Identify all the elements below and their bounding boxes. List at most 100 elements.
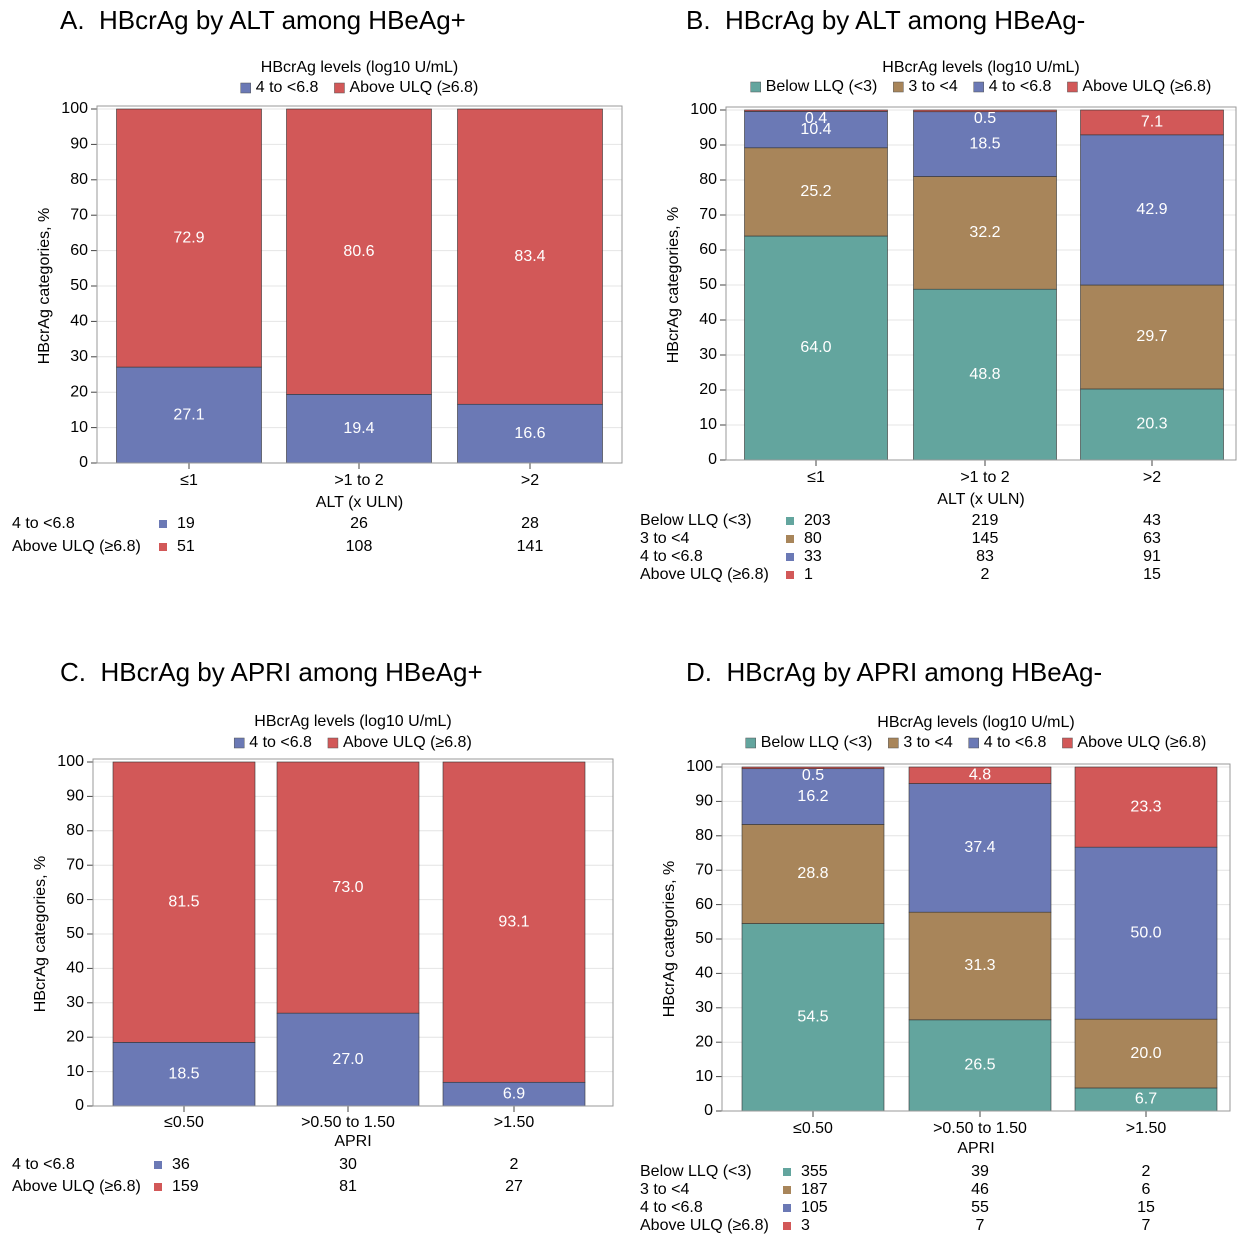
legend-label: 4 to <6.8: [249, 734, 312, 751]
bar-segment: [286, 108, 432, 395]
y-axis-label: HBcrAg categories, %: [665, 207, 682, 364]
y-axis-label: HBcrAg categories, %: [32, 856, 49, 1013]
value-label: 6.9: [503, 1085, 525, 1102]
bar-segment: [913, 288, 1057, 461]
table-row-label: 3 to <4: [640, 1181, 689, 1198]
value-label: 10.4: [800, 121, 831, 138]
legend-title: HBcrAg levels (log10 U/mL): [254, 713, 451, 730]
bar-segment: [112, 1042, 256, 1107]
value-label: 81.5: [168, 893, 199, 910]
table-swatch: [786, 553, 794, 561]
legend-swatch: [240, 82, 251, 94]
bar-segment: [908, 911, 1052, 1021]
y-tick-label: 80: [695, 827, 713, 844]
value-label: 31.3: [964, 957, 995, 974]
table-row-label: Above ULQ (≥6.8): [640, 1217, 769, 1234]
bar-segment: [913, 109, 1057, 113]
table-swatch: [154, 1161, 162, 1169]
bar-segment: [741, 766, 885, 770]
chart-title: D. HBcrAg by APRI among HBeAg-: [686, 657, 1102, 687]
y-tick-label: 30: [66, 994, 84, 1011]
y-tick-label: 60: [66, 891, 84, 908]
table-count: 80: [804, 530, 822, 547]
plot-frame: [725, 106, 1237, 461]
table-swatch: [159, 543, 167, 551]
table-count: 81: [339, 1178, 357, 1195]
bar-segment: [442, 761, 586, 1083]
table-count: 55: [971, 1199, 989, 1216]
legend-label: Above ULQ (≥6.8): [1082, 78, 1211, 95]
table-swatch: [154, 1183, 162, 1191]
bar-segment: [908, 766, 1052, 784]
value-label: 29.7: [1136, 328, 1167, 345]
y-tick-label: 40: [699, 311, 717, 328]
chart-panel: A. HBcrAg by ALT among HBeAg+ HBcrAg leve…: [12, 5, 623, 555]
y-tick-label: 80: [66, 822, 84, 839]
bar-segment: [1080, 284, 1224, 390]
table-count: 63: [1143, 530, 1161, 547]
x-axis-label: ALT (x ULN): [937, 491, 1024, 508]
y-tick-label: 80: [70, 171, 88, 188]
value-label: 28.8: [797, 865, 828, 882]
table-row-label: 4 to <6.8: [12, 1156, 75, 1173]
table-row-label: 3 to <4: [640, 530, 689, 547]
chart-title: B. HBcrAg by ALT among HBeAg-: [686, 5, 1085, 35]
legend-label: 4 to <6.8: [989, 78, 1052, 95]
table-count: 2: [510, 1156, 519, 1173]
y-tick-label: 60: [70, 242, 88, 259]
value-label: 26.5: [964, 1057, 995, 1074]
table-count: 33: [804, 548, 822, 565]
table-swatch: [783, 1222, 791, 1230]
x-tick-label: ≤0.50: [164, 1114, 204, 1131]
y-axis-label: HBcrAg categories, %: [661, 861, 678, 1018]
y-tick-label: 0: [704, 1102, 713, 1119]
value-label: 73.0: [332, 879, 363, 896]
legend-label: Below LLQ (<3): [761, 734, 873, 751]
table-count: 39: [971, 1163, 989, 1180]
y-tick-label: 30: [70, 348, 88, 365]
bar-segment: [116, 108, 262, 368]
value-label: 27.1: [173, 406, 204, 423]
y-tick-label: 50: [66, 925, 84, 942]
legend-swatch: [893, 81, 904, 93]
value-label: 42.9: [1136, 201, 1167, 218]
plot-frame: [721, 763, 1231, 1112]
legend-swatch: [973, 81, 984, 93]
x-tick-label: ≤1: [180, 472, 198, 489]
legend: 4 to <6.8 Above ULQ (≥6.8): [233, 734, 472, 751]
table-count: 105: [801, 1199, 828, 1216]
y-tick-label: 20: [699, 381, 717, 398]
y-tick-label: 80: [699, 171, 717, 188]
chart-panel: C. HBcrAg by APRI among HBeAg+ HBcrAg lev…: [12, 657, 614, 1195]
table-row-label: 4 to <6.8: [640, 548, 703, 565]
y-tick-label: 100: [61, 100, 88, 117]
y-axis-label: HBcrAg categories, %: [36, 208, 53, 365]
y-tick-label: 90: [699, 136, 717, 153]
legend-swatch: [327, 737, 339, 749]
legend-swatch: [968, 737, 979, 749]
table-count: 1: [804, 566, 813, 583]
value-label: 18.5: [969, 135, 1000, 152]
bar-segment: [908, 783, 1052, 913]
y-tick-label: 60: [699, 241, 717, 258]
value-label: 19.4: [343, 420, 374, 437]
legend-swatch: [1067, 81, 1078, 93]
legend-swatch: [334, 82, 345, 94]
value-label: 72.9: [173, 229, 204, 246]
bar-segment: [1080, 109, 1224, 136]
value-label: 25.2: [800, 183, 831, 200]
plot-frame: [96, 105, 623, 464]
y-tick-label: 40: [70, 313, 88, 330]
legend-label: Above ULQ (≥6.8): [343, 734, 472, 751]
y-tick-label: 50: [699, 276, 717, 293]
x-tick-label: >1 to 2: [960, 469, 1009, 486]
x-tick-label: >2: [521, 472, 539, 489]
legend-title: HBcrAg levels (log10 U/mL): [882, 59, 1079, 76]
y-tick-label: 100: [690, 101, 717, 118]
value-label: 16.6: [514, 425, 545, 442]
value-label: 16.2: [797, 788, 828, 805]
table-row-label: Below LLQ (<3): [640, 1163, 752, 1180]
y-tick-label: 50: [70, 277, 88, 294]
legend: 4 to <6.8 Above ULQ (≥6.8): [240, 79, 478, 96]
